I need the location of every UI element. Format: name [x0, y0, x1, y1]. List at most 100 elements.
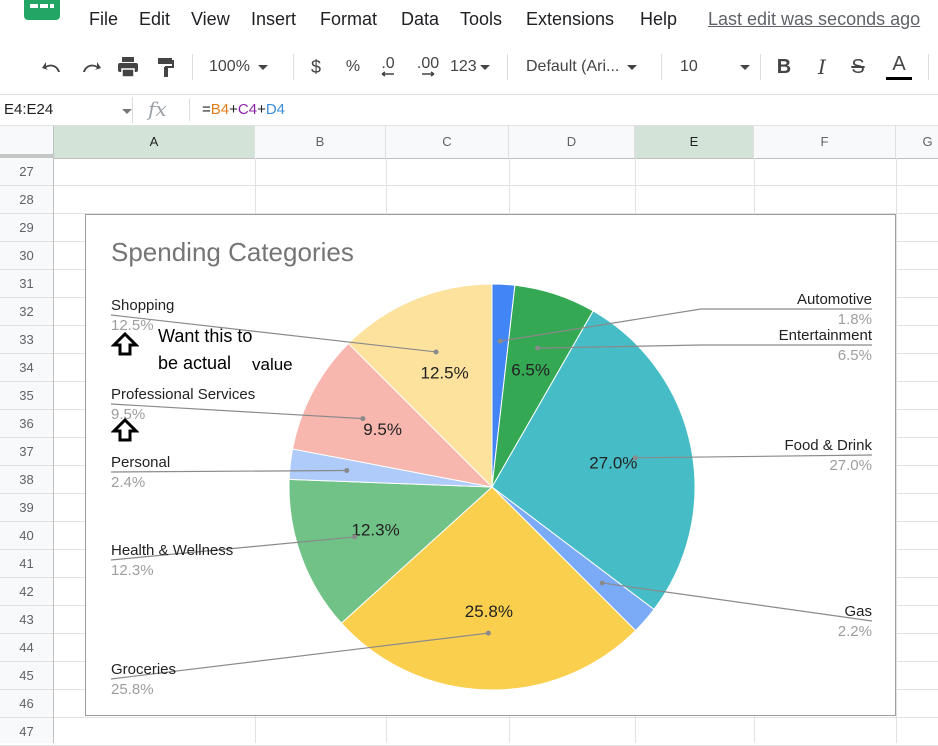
pie-slice-food-drink[interactable] [491, 310, 696, 611]
sheets-logo-icon[interactable] [24, 0, 60, 20]
percent-button[interactable]: % [345, 58, 361, 75]
leader-line [110, 536, 355, 561]
row-header[interactable]: 32 [0, 298, 53, 326]
menu-view[interactable]: View [191, 9, 230, 29]
leader-line [635, 454, 873, 459]
arrow-up-icon [111, 331, 139, 356]
chevron-down-icon[interactable] [122, 109, 132, 114]
row-header[interactable]: 31 [0, 270, 53, 298]
column-header-c[interactable]: C [386, 126, 509, 158]
font-select[interactable]: Default (Ari... [526, 54, 648, 80]
column-header-f[interactable]: F [754, 126, 896, 158]
leader-line [110, 403, 363, 420]
row-header[interactable]: 36 [0, 410, 53, 438]
row-header[interactable]: 42 [0, 578, 53, 606]
menu-insert[interactable]: Insert [251, 9, 297, 29]
menu-data[interactable]: Data [401, 9, 440, 29]
column-header-d[interactable]: D [509, 126, 635, 158]
legend-label: Personal [111, 454, 171, 471]
annotation-line-1: Want this to [158, 326, 253, 346]
slice-data-label: 6.5% [511, 360, 550, 379]
paint-format-icon[interactable] [152, 54, 180, 80]
formula-token: B4 [210, 101, 230, 118]
row-header[interactable]: 28 [0, 186, 53, 214]
leader-line [110, 314, 437, 353]
row-header[interactable]: 38 [0, 466, 53, 494]
legend-label: Shopping [111, 297, 175, 314]
row-header[interactable]: 40 [0, 522, 53, 550]
row-header[interactable]: 41 [0, 550, 53, 578]
menu-tools[interactable]: Tools [460, 9, 503, 29]
currency-button[interactable]: $ [310, 56, 321, 77]
annotation-line-2b: value [252, 355, 293, 374]
row-header[interactable]: 34 [0, 354, 53, 382]
leader-line [110, 632, 489, 680]
text-color-label: A [892, 52, 906, 75]
row-header[interactable]: 29 [0, 214, 53, 242]
decrease-decimal-button[interactable]: .0 [376, 54, 400, 80]
pie-slice-health-wellness[interactable] [288, 478, 494, 624]
column-header-e[interactable]: E [635, 126, 754, 158]
legend-percent: 27.0% [829, 457, 872, 474]
legend-percent: 6.5% [837, 347, 872, 364]
menu-help[interactable]: Help [640, 9, 678, 29]
row-header[interactable]: 37 [0, 438, 53, 466]
toolbar-divider [293, 54, 294, 80]
formula-token: + [229, 101, 238, 118]
leader-line [602, 582, 873, 622]
menu-format[interactable]: Format [320, 9, 378, 29]
column-header-a[interactable]: A [54, 126, 255, 158]
grid-row-line [54, 213, 938, 214]
frozen-row-divider[interactable] [0, 154, 54, 159]
formula-input[interactable]: =B4+C4+D4 [202, 101, 285, 118]
grid-row-line [54, 185, 938, 186]
pie-slice-shopping[interactable] [347, 283, 493, 489]
last-edit-link[interactable]: Last edit was seconds ago [708, 9, 921, 29]
row-header[interactable]: 44 [0, 634, 53, 662]
name-box[interactable]: E4:E24 [4, 101, 54, 118]
menu-edit[interactable]: Edit [139, 9, 171, 29]
text-color-button[interactable]: A [885, 54, 913, 80]
menu-extensions[interactable]: Extensions [526, 9, 615, 29]
row-header[interactable]: 27 [0, 158, 53, 186]
row-header[interactable]: 39 [0, 494, 53, 522]
row-header[interactable]: 46 [0, 690, 53, 718]
bold-button[interactable]: B [776, 55, 792, 78]
select-all-corner[interactable] [0, 126, 54, 158]
row-headers: 27 28 29 30 31 32 33 34 35 36 37 38 39 40 41 42 43 44 45 46… [0, 158, 54, 746]
print-icon[interactable] [114, 54, 142, 80]
pie-slice-groceries[interactable] [340, 486, 637, 691]
pie-chart[interactable]: Spending Categories 6.5% 27.0% 25.8% 12.3% 9… [85, 214, 896, 716]
fx-icon: fx [148, 97, 167, 121]
formula-bar: E4:E24 fx =B4+C4+D4 [0, 95, 938, 126]
row-header[interactable]: 30 [0, 242, 53, 270]
row-header[interactable]: 35 [0, 382, 53, 410]
italic-button[interactable]: I [818, 55, 826, 79]
row-header[interactable]: 43 [0, 606, 53, 634]
increase-decimal-label: .00 [416, 55, 440, 72]
slice-data-label: 9.5% [363, 420, 402, 439]
more-formats-select[interactable]: 123 [450, 54, 496, 80]
text-color-swatch [886, 76, 912, 80]
undo-icon[interactable] [38, 54, 66, 80]
arrow-up-icon [111, 417, 139, 442]
increase-decimal-button[interactable]: .00 [414, 54, 442, 80]
legend-label: Professional Services [111, 386, 256, 403]
row-header[interactable]: 47 [0, 718, 53, 746]
menu-file[interactable]: File [89, 9, 119, 29]
pie-slice-professional-services[interactable] [292, 342, 494, 488]
row-header[interactable]: 33 [0, 326, 53, 354]
column-header-b[interactable]: B [255, 126, 386, 158]
redo-icon[interactable] [77, 54, 105, 80]
toolbar-divider [192, 54, 193, 80]
grid-row-line [54, 717, 938, 718]
legend-label: Automotive [796, 291, 872, 308]
legend-percent: 1.8% [837, 311, 872, 328]
zoom-select[interactable]: 100% [209, 54, 281, 80]
strikethrough-button[interactable]: S [851, 55, 865, 78]
row-header[interactable]: 45 [0, 662, 53, 690]
legend-label: Food & Drink [784, 437, 872, 454]
column-header-g[interactable]: G [896, 126, 938, 158]
slice-data-label: 12.5% [421, 364, 469, 383]
font-size-select[interactable]: 10 [680, 54, 750, 80]
